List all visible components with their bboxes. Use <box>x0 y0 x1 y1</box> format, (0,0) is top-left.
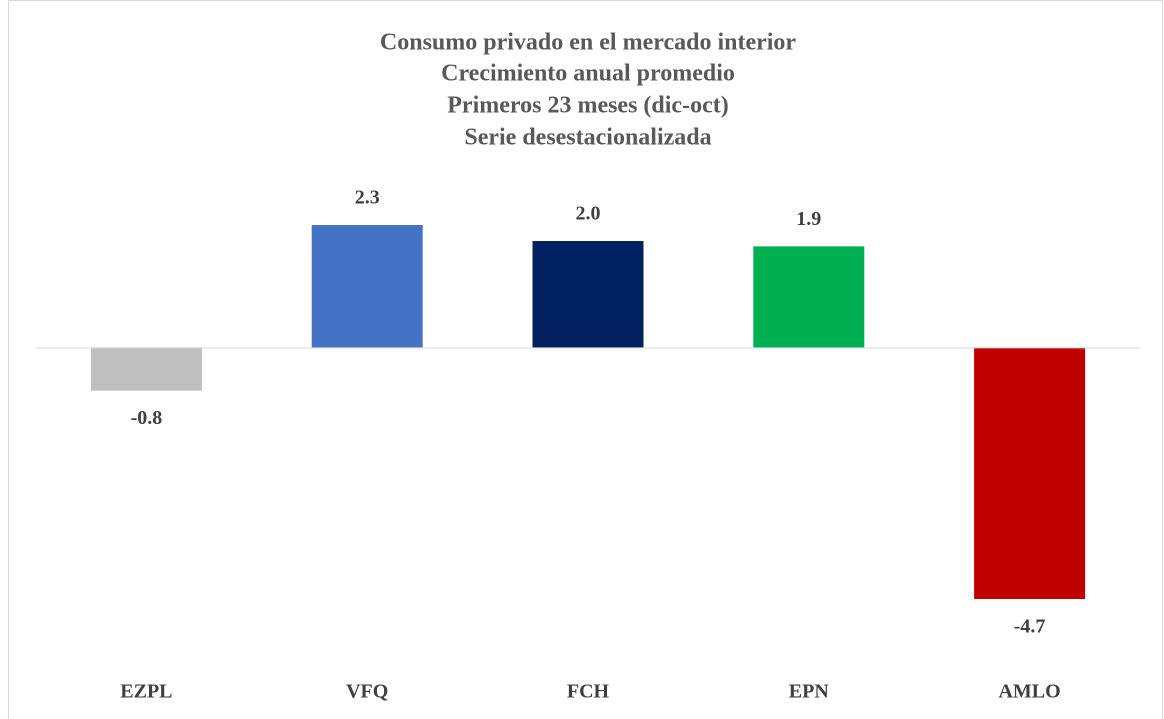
x-tick-label: AMLO <box>998 681 1060 703</box>
bar <box>974 347 1086 599</box>
chart-title: Consumo privado en el mercado interior <box>380 30 797 56</box>
data-label: 2.0 <box>576 203 601 225</box>
bar <box>90 347 202 391</box>
x-tick-label: FCH <box>567 681 610 703</box>
data-label: -4.7 <box>1014 616 1046 638</box>
data-label: 1.9 <box>796 208 821 230</box>
bar <box>753 246 865 348</box>
chart-title: Crecimiento anual promedio <box>441 61 735 87</box>
data-label: -0.8 <box>131 407 163 429</box>
x-tick-label: EPN <box>789 681 830 703</box>
x-tick-label: VFQ <box>346 681 388 703</box>
chart-title: Primeros 23 meses (dic-oct) <box>447 93 728 119</box>
bar <box>532 241 644 348</box>
chart-title: Serie desestacionalizada <box>464 125 711 151</box>
chart-frame <box>8 0 1163 719</box>
bar <box>311 225 423 348</box>
x-tick-label: EZPL <box>120 681 172 703</box>
data-label: 2.3 <box>355 187 380 209</box>
